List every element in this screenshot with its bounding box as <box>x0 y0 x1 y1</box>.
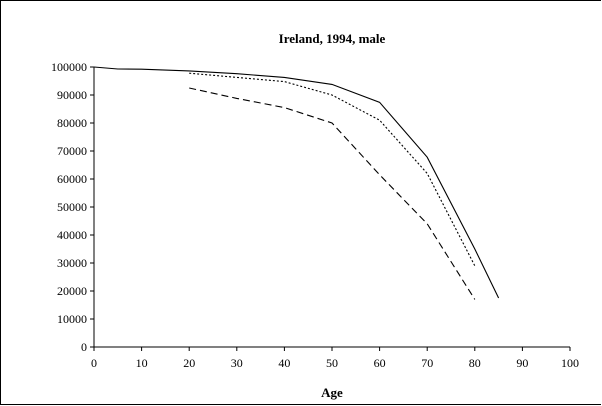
series-layer <box>93 66 500 300</box>
x-tick-label: 30 <box>231 356 243 370</box>
x-tick-label: 0 <box>91 356 97 370</box>
y-tick-label: 20000 <box>57 284 87 298</box>
x-tick-label: 80 <box>469 356 481 370</box>
y-tick-label: 60000 <box>57 172 87 186</box>
y-tick-label: 80000 <box>57 116 87 130</box>
x-tick-label: 40 <box>278 356 290 370</box>
y-tick-label: 50000 <box>57 200 87 214</box>
y-tick-label: 10000 <box>57 312 87 326</box>
x-axis-label: Age <box>321 385 343 400</box>
x-tick-label: 70 <box>421 356 433 370</box>
y-tick-label: 40000 <box>57 228 87 242</box>
series-line-dotted <box>189 72 476 267</box>
x-tick-label: 100 <box>561 356 579 370</box>
x-tick-label: 20 <box>183 356 195 370</box>
y-tick-label: 90000 <box>57 88 87 102</box>
series-line-dashed <box>189 87 476 300</box>
y-tick-label: 0 <box>81 340 87 354</box>
x-tick-label: 50 <box>326 356 338 370</box>
axes: 0 10000 20000 30000 40000 50000 60000 70000 8000… <box>51 60 579 370</box>
x-tick-label: 10 <box>136 356 148 370</box>
x-tick-label: 90 <box>516 356 528 370</box>
x-tick-label: 60 <box>374 356 386 370</box>
y-tick-label: 30000 <box>57 256 87 270</box>
chart-title: Ireland, 1994, male <box>279 31 386 46</box>
series-line-solid <box>93 66 500 299</box>
y-tick-label: 70000 <box>57 144 87 158</box>
y-tick-label: 100000 <box>51 60 87 74</box>
